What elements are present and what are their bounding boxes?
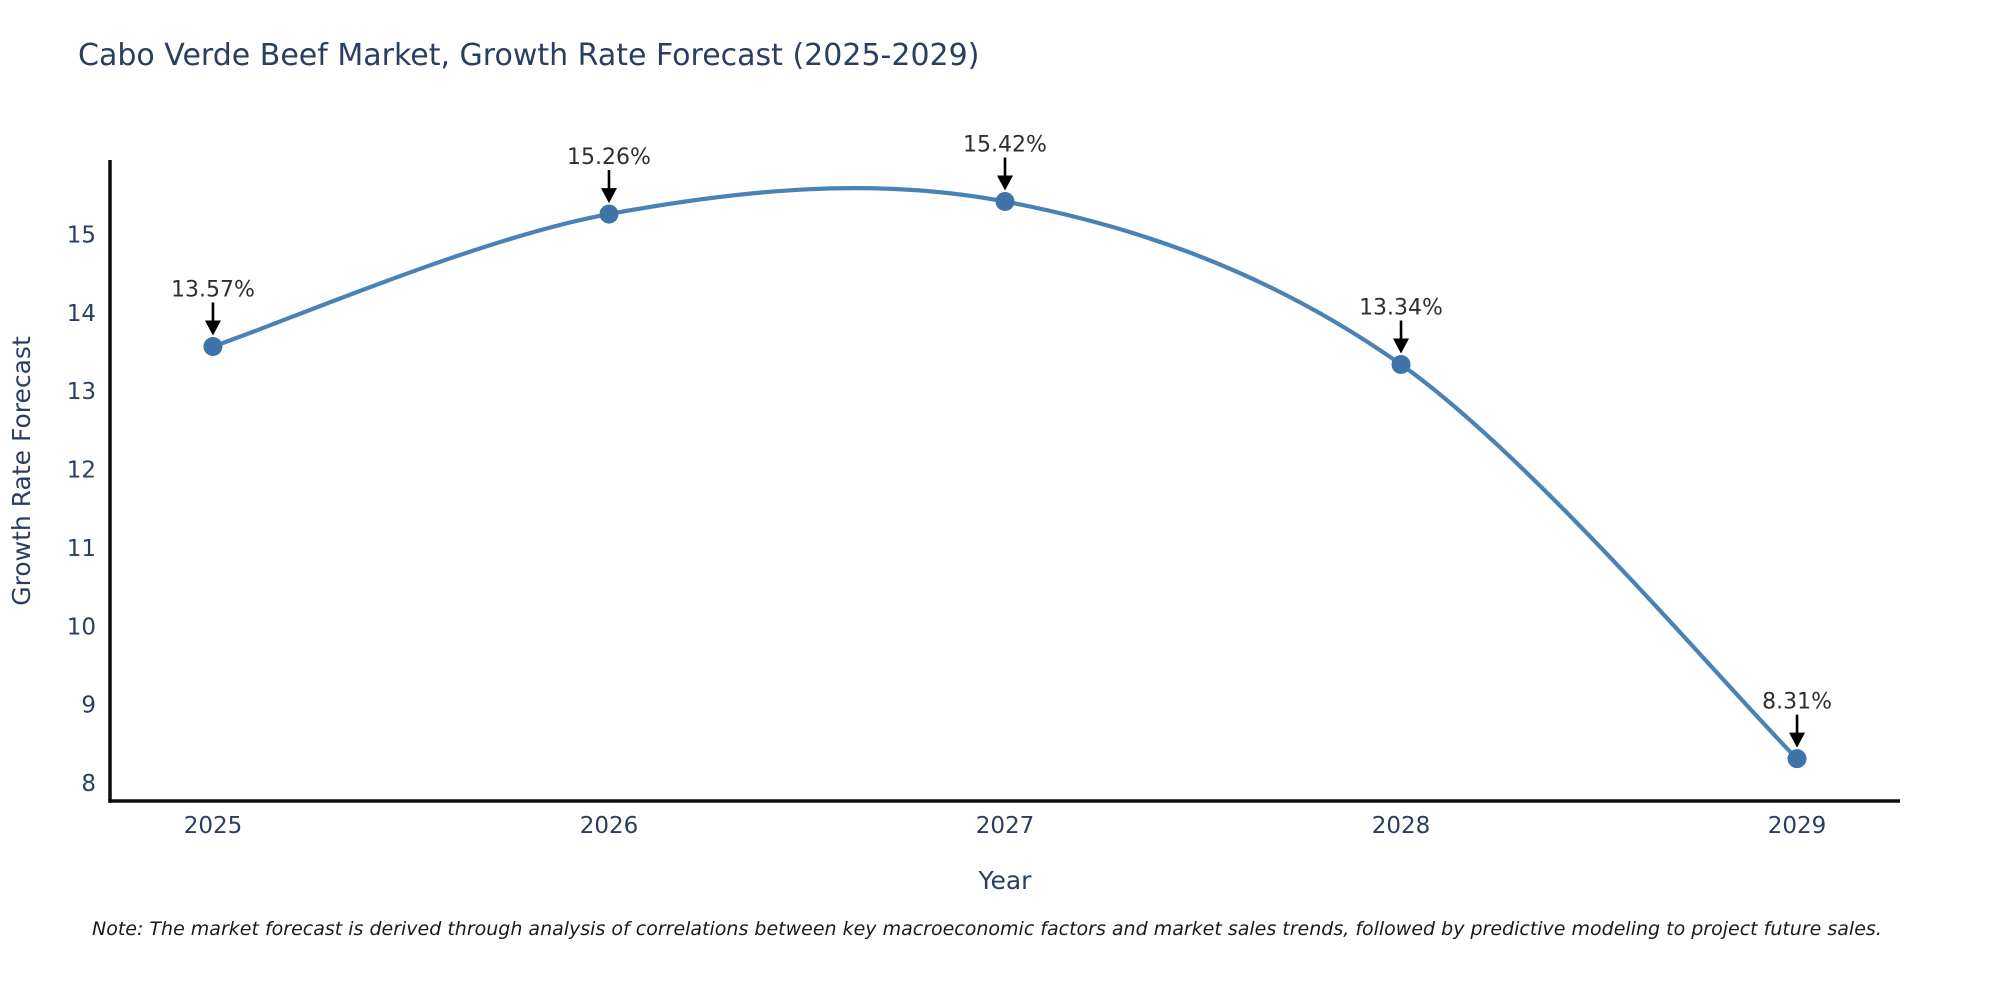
y-axis-title: Growth Rate Forecast	[7, 336, 36, 606]
data-point-marker	[203, 337, 223, 357]
x-tick-label: 2027	[976, 813, 1035, 839]
footnote: Note: The market forecast is derived thr…	[92, 918, 1882, 940]
annotation-arrowhead	[997, 175, 1013, 191]
x-tick-label: 2025	[184, 813, 243, 839]
annotation-arrowhead	[204, 320, 221, 336]
annotation-arrowhead	[1789, 732, 1806, 748]
y-tick-label: 10	[67, 614, 96, 640]
y-tick-label: 11	[67, 536, 96, 562]
y-tick-label: 14	[67, 301, 96, 327]
y-tick-label: 8	[81, 771, 96, 797]
x-tick-label: 2028	[1372, 813, 1431, 839]
annotation-arrowhead	[600, 188, 617, 204]
data-point-marker	[599, 204, 619, 224]
annotation-label: 13.57%	[171, 278, 255, 303]
y-tick-label: 13	[67, 379, 96, 405]
annotation-label: 13.34%	[1359, 296, 1443, 321]
annotation-label: 15.42%	[963, 133, 1047, 158]
y-tick-label: 9	[81, 693, 96, 719]
data-point-marker	[1391, 355, 1411, 375]
series-line	[210, 186, 1800, 761]
y-tick-label: 15	[67, 222, 96, 248]
x-tick-label: 2026	[580, 813, 639, 839]
annotation-label: 15.26%	[567, 145, 651, 170]
chart-title: Cabo Verde Beef Market, Growth Rate Fore…	[78, 38, 980, 73]
data-point-marker	[1787, 749, 1807, 769]
annotation-arrowhead	[1393, 338, 1410, 354]
x-axis-title: Year	[978, 866, 1033, 895]
x-tick-label: 2029	[1768, 813, 1827, 839]
annotation-label: 8.31%	[1762, 690, 1832, 715]
y-tick-label: 12	[67, 458, 96, 484]
data-point-marker	[995, 192, 1015, 212]
